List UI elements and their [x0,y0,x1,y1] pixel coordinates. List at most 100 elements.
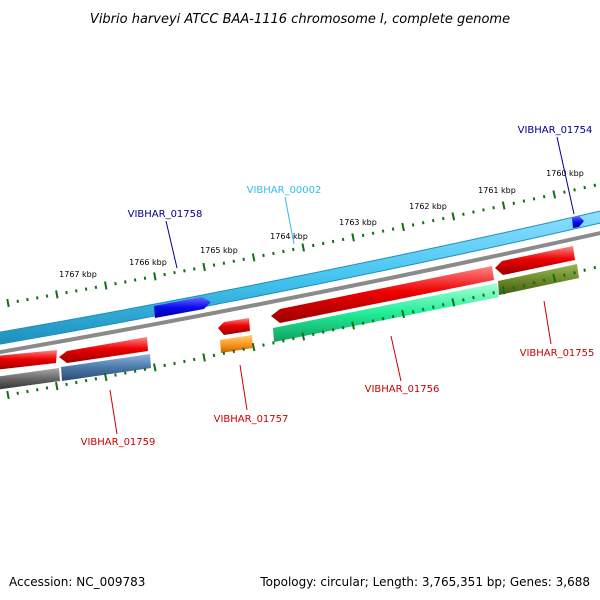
inner-tick [311,332,315,337]
outer-tick [262,253,265,258]
leader-vibhar-01759 [109,389,118,435]
leader-vibhar-00002 [284,196,295,245]
inner-tick [512,286,516,290]
outer-tick [173,270,176,275]
gene-label-vibhar-01757[interactable]: VIBHAR_01757 [214,414,289,425]
map-title: Vibrio harveyi ATCC BAA-1116 chromosome … [90,12,510,27]
gene-vibhar-01756[interactable] [271,266,494,323]
inner-tick [153,363,157,372]
inner-tick [351,321,355,330]
outer-tick [75,289,78,293]
leader-vibhar-01758 [165,220,178,269]
outer-tick [202,262,206,272]
inner-tick [16,391,19,395]
inner-tick [462,298,465,302]
leader-vibhar-01757 [239,364,248,411]
outer-tick [114,282,117,286]
outer-tick [512,201,516,205]
inner-tick [532,281,536,285]
outer-tick [193,267,196,271]
gene-label-vibhar-01754[interactable]: VIBHAR_01754 [518,125,593,136]
outer-tick [84,287,88,291]
olive-feature [498,264,579,295]
outer-tick [421,221,425,225]
kbp-label-1764: 1764 kbp [270,232,308,241]
outer-tick [542,194,546,199]
outer-tick [441,216,445,221]
outer-tick [462,212,465,216]
inner-tick [242,347,245,351]
inner-tick [6,390,10,400]
gene-label-vibhar-01758[interactable]: VIBHAR_01758 [128,209,203,220]
outer-tick [163,272,166,277]
gene-vibhar-01759[interactable] [59,337,148,363]
outer-tick [65,290,68,295]
outer-tick [124,280,127,284]
inner-tick [451,298,456,307]
gene-label-vibhar-01759[interactable]: VIBHAR_01759 [81,437,156,448]
outer-tick [311,243,315,248]
gene-label-vibhar-00002[interactable]: VIBHAR_00002 [247,185,322,196]
outer-tick [501,201,506,210]
outer-tick [522,199,526,203]
gene-vibhar-01754[interactable] [572,216,584,228]
gene-vibhar-01757[interactable] [218,318,250,335]
gene-vibhar-01759-left[interactable] [0,350,57,370]
outer-tick [583,185,586,190]
outer-tick [143,276,147,280]
genome-backbone-line [0,231,600,355]
outer-tick [321,241,325,246]
outer-tick [301,243,305,252]
inner-tick [542,278,546,283]
inner-tick [573,271,576,275]
inner-tick [272,341,275,345]
inner-tick [593,265,597,270]
kbp-label-1763: 1763 kbp [339,218,377,227]
outer-tick [472,210,475,214]
outer-tick [36,296,39,300]
gene-labels: VIBHAR_01754 VIBHAR_00002 VIBHAR_01758 V… [81,125,595,448]
outer-tick [401,222,405,232]
leader-vibhar-01755 [543,300,552,345]
inner-tick [75,380,78,385]
inner-tick [563,273,566,277]
leader-vibhar-01756 [390,335,402,382]
inner-tick [431,305,435,309]
inner-tick [114,373,117,377]
inner-tick [222,351,226,356]
outer-tick [552,190,557,199]
accession-text: Accession: NC_009783 [9,575,145,589]
inner-tick [45,386,49,390]
inner-tick [492,291,495,295]
outer-tick [411,223,415,227]
outer-tick [26,297,29,302]
inner-tick [212,353,216,358]
outer-tick [351,233,355,242]
inner-tick-ring [6,265,597,400]
outer-tick [232,259,236,263]
inner-tick [371,319,375,323]
inner-tick [472,295,475,300]
steel-blue-feature [61,354,151,381]
outer-tick [242,257,245,261]
gene-vibhar-01755[interactable] [495,246,575,275]
inner-tick [381,316,385,321]
outer-tick [183,269,186,273]
inner-tick [143,367,147,371]
outer-tick [492,206,495,210]
inner-tick [411,310,415,314]
inner-tick [163,363,166,368]
kbp-label-1762: 1762 kbp [409,202,447,211]
inner-tick [341,326,345,330]
inner-tick [292,336,295,341]
inner-tick [331,328,335,332]
inner-tick [173,361,176,366]
gene-label-vibhar-01756[interactable]: VIBHAR_01756 [365,384,440,395]
inner-tick [501,286,506,295]
inner-tick [36,388,39,392]
gene-label-vibhar-01755[interactable]: VIBHAR_01755 [520,348,595,359]
outer-tick [133,278,137,282]
inner-tick [55,382,59,391]
gene-vibhar-01758[interactable] [154,297,211,318]
